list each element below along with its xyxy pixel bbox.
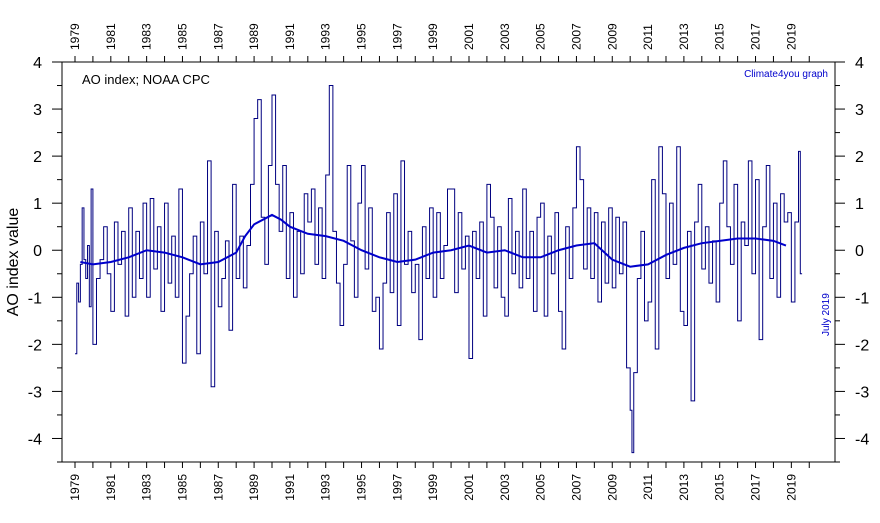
x-bottom-ticks: 1979 1981 1983 1985 1987 1989 1991 1993 1995 1997… xyxy=(68,462,810,501)
x-bottom-tick-label: 1983 xyxy=(140,474,154,501)
x-bottom-tick-label: 1979 xyxy=(68,474,82,501)
x-top-tick-label: 1981 xyxy=(104,23,118,50)
x-top-tick-label: 1995 xyxy=(355,23,369,50)
x-top-tick-label: 1991 xyxy=(283,23,297,50)
x-bottom-tick-label: 2001 xyxy=(462,474,476,501)
x-top-tick-label: 2013 xyxy=(677,23,691,50)
x-top-tick-label: 1983 xyxy=(140,23,154,50)
x-bottom-tick-label: 1989 xyxy=(247,474,261,501)
x-top-tick-label: 2015 xyxy=(713,23,727,50)
x-top-tick-label: 2017 xyxy=(749,23,763,50)
x-top-tick-label: 1985 xyxy=(175,23,189,50)
y-right-tick-label: 0 xyxy=(855,243,864,260)
series-layer xyxy=(75,85,803,454)
y-left-tick-label: -4 xyxy=(28,431,42,448)
x-top-tick-label: 1993 xyxy=(319,23,333,50)
x-bottom-tick-label: 1997 xyxy=(390,474,404,501)
x-bottom-tick-label: 1999 xyxy=(426,474,440,501)
x-bottom-tick-label: 2007 xyxy=(569,474,583,501)
y-axis-title: AO index value xyxy=(5,208,22,317)
y-left-tick-label: 1 xyxy=(33,196,42,213)
credit-label: Climate4you graph xyxy=(744,69,828,80)
y-left-tick-label: 3 xyxy=(33,102,42,119)
y-right-tick-label: -2 xyxy=(855,337,869,354)
x-bottom-tick-label: 2019 xyxy=(784,474,798,501)
y-right-tick-label: 1 xyxy=(855,196,864,213)
x-bottom-tick-label: 2011 xyxy=(641,474,655,500)
y-right-ticks: 4 3 2 1 0 -1 -2 -3 -4 xyxy=(835,55,869,463)
x-bottom-tick-label: 1987 xyxy=(211,474,225,501)
x-top-tick-label: 1987 xyxy=(211,23,225,50)
x-bottom-tick-label: 1985 xyxy=(175,474,189,501)
y-right-tick-label: -4 xyxy=(855,431,869,448)
y-left-tick-label: 4 xyxy=(33,55,42,72)
y-right-tick-label: -3 xyxy=(855,384,869,401)
x-top-ticks: 1979 1981 1983 1985 1987 1989 1991 1993 1995 1997… xyxy=(68,23,810,62)
x-bottom-tick-label: 2009 xyxy=(605,474,619,501)
chart-title: AO index; NOAA CPC xyxy=(82,72,210,87)
x-top-tick-label: 2009 xyxy=(605,23,619,50)
y-left-ticks: 4 3 2 1 0 -1 -2 -3 -4 xyxy=(28,55,62,463)
x-top-tick-label: 2011 xyxy=(641,24,655,50)
x-top-tick-label: 2019 xyxy=(784,23,798,50)
running-mean-series xyxy=(80,213,787,268)
x-top-tick-label: 2003 xyxy=(498,23,512,50)
y-right-tick-label: 2 xyxy=(855,149,864,166)
y-right-tick-label: -1 xyxy=(855,290,869,307)
date-note: July 2019 xyxy=(821,293,832,336)
x-top-tick-label: 2007 xyxy=(569,23,583,50)
x-top-tick-label: 2005 xyxy=(534,23,548,50)
x-top-tick-label: 1997 xyxy=(390,23,404,50)
y-left-tick-label: -2 xyxy=(28,337,42,354)
x-bottom-tick-label: 1991 xyxy=(283,474,297,501)
x-top-tick-label: 2001 xyxy=(462,23,476,50)
y-left-tick-label: 0 xyxy=(33,243,42,260)
x-bottom-tick-label: 1995 xyxy=(355,474,369,501)
x-top-tick-label: 1979 xyxy=(68,23,82,50)
y-left-tick-label: -1 xyxy=(28,290,42,307)
x-bottom-tick-label: 2013 xyxy=(677,474,691,501)
x-bottom-tick-label: 1981 xyxy=(104,474,118,501)
x-bottom-tick-label: 2017 xyxy=(749,474,763,501)
monthly-ao-series xyxy=(75,85,803,454)
y-right-tick-label: 4 xyxy=(855,55,864,72)
y-right-tick-label: 3 xyxy=(855,102,864,119)
plot-frame xyxy=(61,61,836,463)
y-left-tick-label: -3 xyxy=(28,384,42,401)
x-bottom-tick-label: 2003 xyxy=(498,474,512,501)
x-bottom-tick-label: 2015 xyxy=(713,474,727,501)
x-top-tick-label: 1989 xyxy=(247,23,261,50)
y-left-tick-label: 2 xyxy=(33,149,42,166)
x-bottom-tick-label: 2005 xyxy=(534,474,548,501)
x-top-tick-label: 1999 xyxy=(426,23,440,50)
x-bottom-tick-label: 1993 xyxy=(319,474,333,501)
